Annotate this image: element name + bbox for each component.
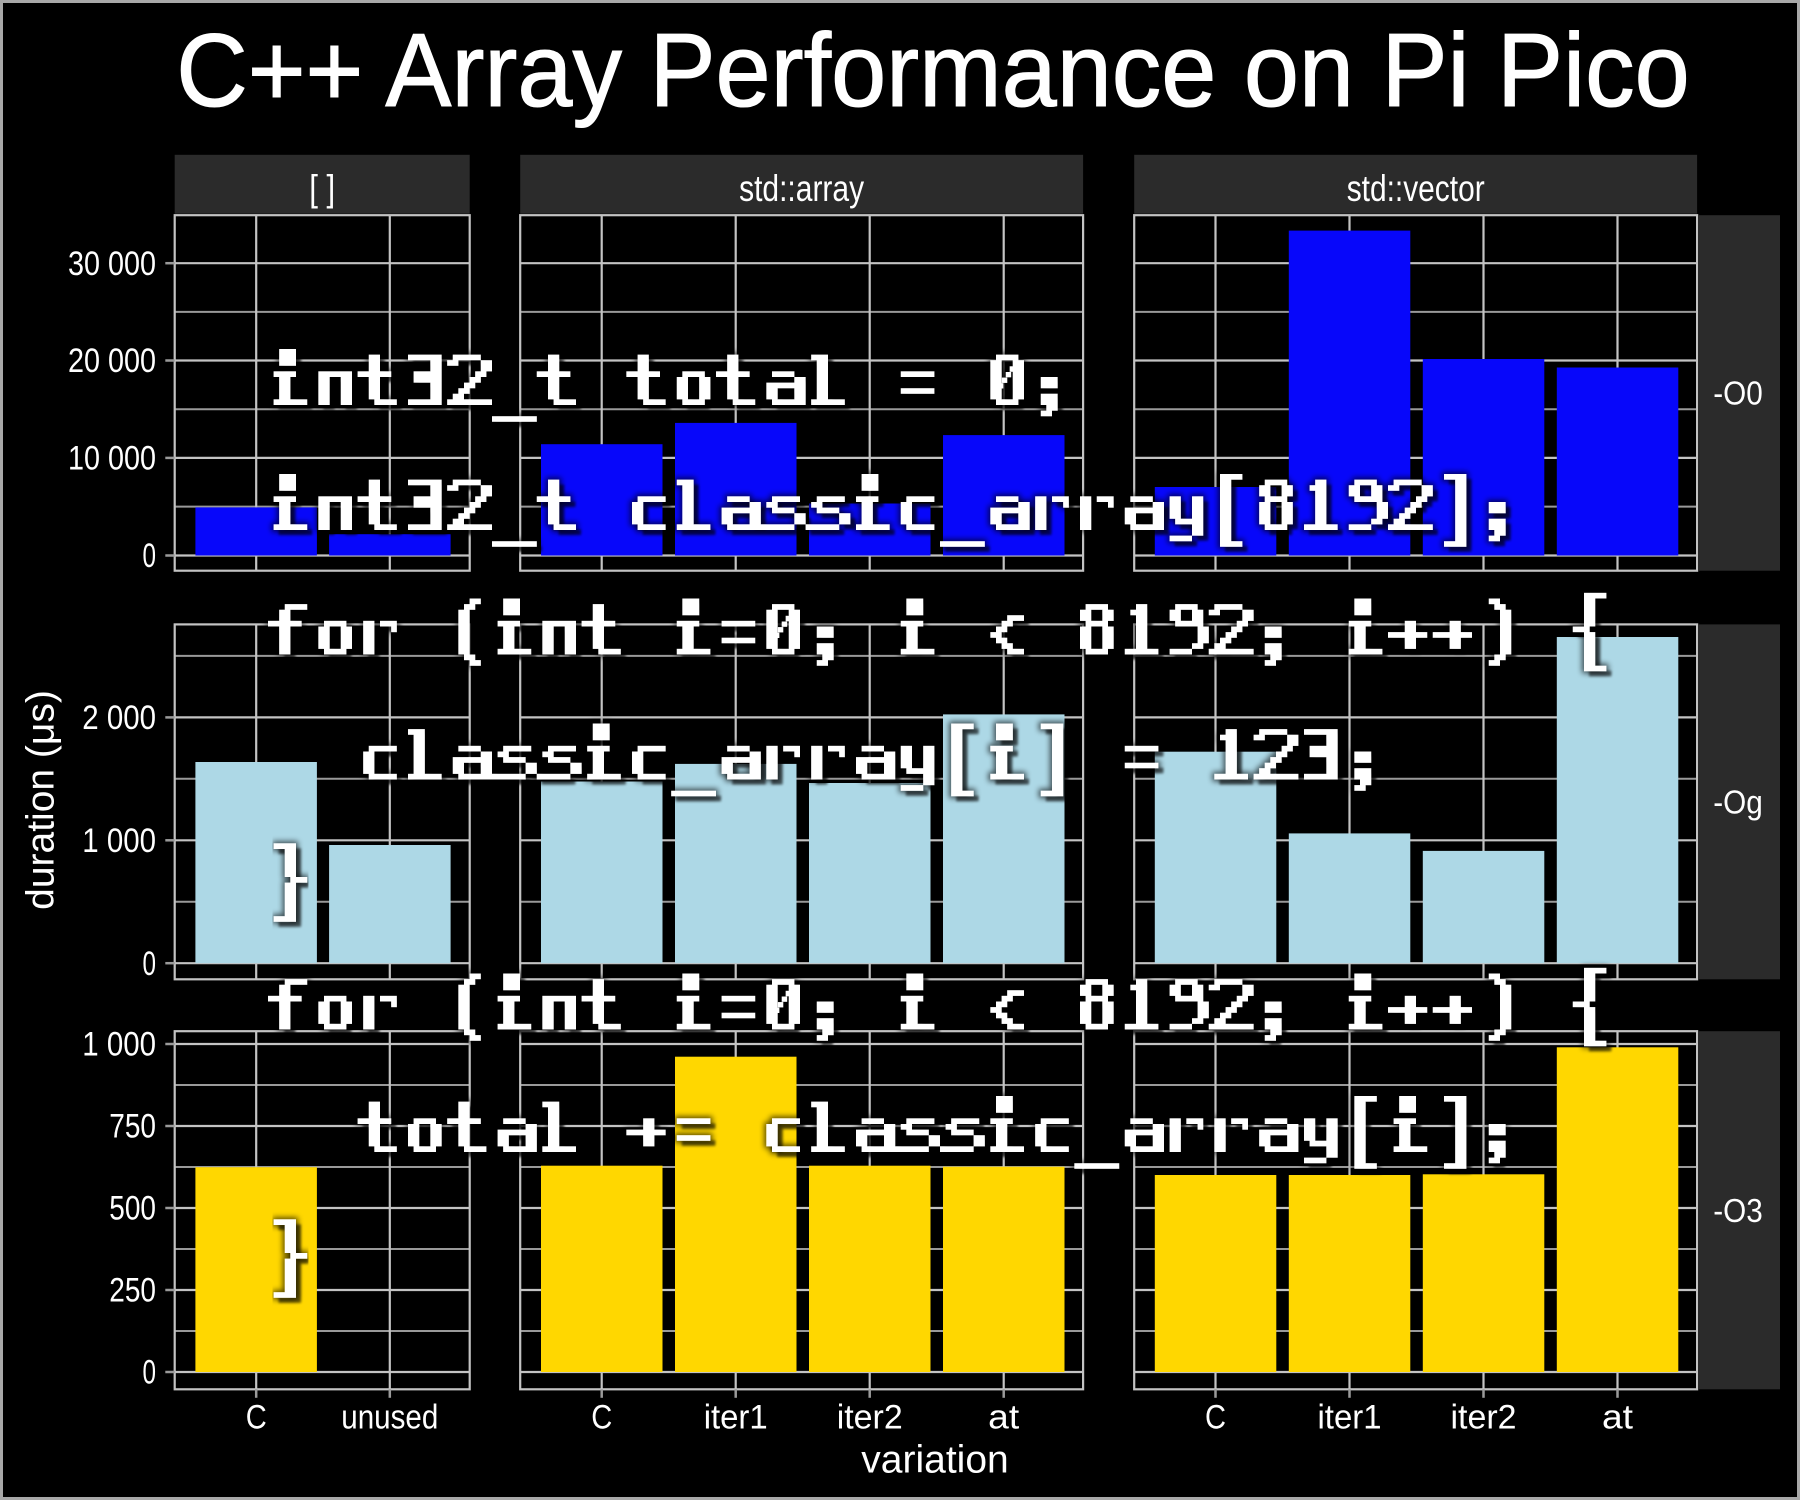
svg-text:500: 500: [109, 1190, 156, 1228]
svg-text:750: 750: [109, 1108, 156, 1146]
svg-text:-O3: -O3: [1713, 1193, 1763, 1230]
svg-text:1 000: 1 000: [82, 822, 156, 860]
svg-text:duration (μs): duration (μs): [20, 690, 63, 910]
svg-text:0: 0: [143, 537, 157, 575]
svg-text:iter1: iter1: [704, 1399, 768, 1437]
svg-text:20 000: 20 000: [68, 342, 156, 380]
svg-text:0: 0: [143, 1354, 157, 1392]
svg-text:0: 0: [143, 945, 157, 983]
svg-text:unused: unused: [341, 1399, 438, 1437]
svg-text:C: C: [246, 1399, 267, 1437]
svg-text:iter2: iter2: [837, 1399, 903, 1437]
svg-text:at: at: [1602, 1399, 1634, 1437]
svg-text:std::array: std::array: [739, 168, 864, 209]
svg-text:iter2: iter2: [1451, 1399, 1517, 1437]
svg-text:std::vector: std::vector: [1347, 168, 1485, 209]
svg-text:30 000: 30 000: [68, 245, 156, 283]
svg-text:1 000: 1 000: [82, 1026, 156, 1064]
svg-text:iter1: iter1: [1318, 1399, 1382, 1437]
svg-text:-Og: -Og: [1713, 785, 1763, 822]
svg-text:250: 250: [109, 1272, 156, 1310]
svg-text:C: C: [1205, 1399, 1226, 1437]
svg-text:C: C: [591, 1399, 612, 1437]
svg-text:[ ]: [ ]: [309, 168, 335, 209]
svg-text:C++ Array Performance on Pi Pi: C++ Array Performance on Pi Pico: [176, 13, 1690, 129]
svg-text:-O0: -O0: [1713, 376, 1763, 413]
svg-text:10 000: 10 000: [68, 440, 156, 478]
svg-text:at: at: [988, 1399, 1020, 1437]
svg-text:2 000: 2 000: [82, 699, 156, 737]
svg-text:variation: variation: [861, 1439, 1008, 1482]
